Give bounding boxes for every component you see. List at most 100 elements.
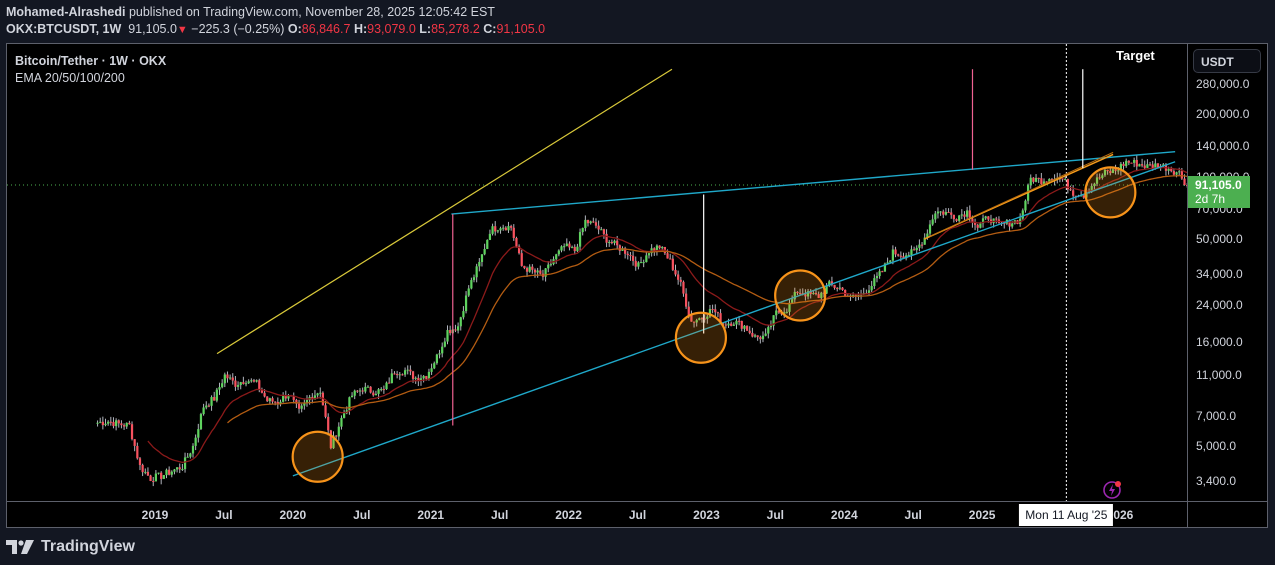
candle-body xyxy=(920,244,924,246)
candle-body xyxy=(695,320,698,323)
candle-body xyxy=(878,271,881,277)
candle-body xyxy=(297,403,301,409)
candle-body xyxy=(806,291,810,297)
candle-body xyxy=(356,390,359,392)
chart-line[interactable] xyxy=(216,68,673,355)
candle-body xyxy=(655,245,659,251)
candle-body xyxy=(107,421,110,424)
candle-body xyxy=(401,374,404,376)
candle-body xyxy=(899,255,902,257)
candle-body xyxy=(764,333,767,336)
candle-body xyxy=(1008,220,1011,227)
candle-body xyxy=(1050,178,1054,181)
price-axis[interactable]: USDT 280,000.0200,000.0140,000.0100,000.… xyxy=(1187,44,1267,501)
candle-body xyxy=(205,405,208,408)
currency-button[interactable]: USDT xyxy=(1193,49,1261,73)
ema-line[interactable] xyxy=(147,166,1201,464)
candle-body xyxy=(1114,169,1117,171)
candle-body xyxy=(592,221,595,223)
candle-body xyxy=(464,295,468,312)
candle-body xyxy=(732,324,735,326)
candle-body xyxy=(973,222,977,225)
candle-body xyxy=(1040,178,1043,185)
chart-line[interactable] xyxy=(292,161,1176,477)
candle-body xyxy=(422,376,425,379)
candle-body xyxy=(165,469,168,476)
candle-body xyxy=(183,457,187,470)
support-circle[interactable] xyxy=(774,269,827,322)
candle-body xyxy=(380,389,383,391)
candle-body xyxy=(624,248,627,254)
chart-plot-area[interactable]: Bitcoin/Tether · 1W · OKX EMA 20/50/100/… xyxy=(7,44,1202,501)
candle-body xyxy=(149,475,152,482)
candle-body xyxy=(1101,175,1104,179)
candle-body xyxy=(756,335,759,338)
tradingview-logo[interactable]: TradingView xyxy=(6,538,135,556)
candle-body xyxy=(1074,195,1077,197)
candle-body xyxy=(122,425,126,427)
candle-body xyxy=(274,401,277,403)
candle-body xyxy=(716,312,720,314)
candle-body xyxy=(1178,171,1181,173)
legend-title[interactable]: Bitcoin/Tether · 1W · OKX xyxy=(15,54,167,68)
candle-body xyxy=(700,318,704,320)
time-tick: Jul xyxy=(353,508,371,522)
down-arrow-icon: ▼ xyxy=(176,24,188,36)
ema-line[interactable] xyxy=(227,174,1201,424)
publish-header: Mohamed-Alrashedi published on TradingVi… xyxy=(6,4,545,39)
time-axis[interactable]: 2019 Jul 2020 Jul 2021 Jul 2022 Jul 2023 Jul 2024 J… xyxy=(7,501,1187,527)
candle-body xyxy=(684,293,688,307)
candle-body xyxy=(565,243,568,247)
candle-body xyxy=(197,429,200,438)
candle-body xyxy=(995,218,998,220)
candle-body xyxy=(1042,181,1046,185)
candle-body xyxy=(1032,177,1035,182)
candle-body xyxy=(133,439,136,446)
low-label: L: xyxy=(419,22,432,36)
candle-body xyxy=(350,395,354,398)
support-circle[interactable] xyxy=(291,430,344,483)
flash-alert-icon[interactable] xyxy=(1102,478,1124,500)
support-circle[interactable] xyxy=(1084,166,1137,219)
candle-body xyxy=(1037,177,1040,179)
time-tick: 2024 xyxy=(830,508,858,522)
candle-body xyxy=(637,262,640,267)
candle-body xyxy=(568,243,571,248)
candle-body xyxy=(942,211,945,215)
candle-body xyxy=(115,420,118,427)
candle-body xyxy=(719,313,722,324)
candle-body xyxy=(1056,178,1059,180)
candle-body xyxy=(231,377,234,381)
candle-body xyxy=(931,219,934,225)
candle-body xyxy=(1061,178,1064,180)
author-name[interactable]: Mohamed-Alrashedi xyxy=(6,5,126,19)
candle-body xyxy=(353,390,356,396)
chart-line[interactable] xyxy=(451,150,1176,215)
legend-indicator[interactable]: EMA 20/50/100/200 xyxy=(15,71,125,85)
candle-body xyxy=(984,216,987,219)
candle-body xyxy=(947,212,950,214)
candle-body xyxy=(605,233,608,243)
candle-body xyxy=(915,247,918,251)
publish-info: published on TradingView.com, November 2… xyxy=(128,5,495,19)
candle-body xyxy=(300,405,303,409)
candle-body xyxy=(282,395,285,402)
candle-body xyxy=(441,346,444,354)
candle-body xyxy=(303,402,306,406)
candle-body xyxy=(266,396,269,402)
support-circle[interactable] xyxy=(674,311,728,364)
candle-body xyxy=(271,398,274,402)
candle-body xyxy=(1151,164,1154,169)
candle-body xyxy=(168,469,171,475)
candle-body xyxy=(785,311,788,313)
time-tick: 2021 xyxy=(417,508,445,522)
candle-body xyxy=(364,386,367,392)
candle-body xyxy=(398,374,401,376)
candlestick-chart[interactable] xyxy=(7,44,1202,501)
candle-body xyxy=(531,266,534,270)
candle-body xyxy=(1156,163,1160,169)
candle-body xyxy=(229,377,232,379)
candle-body xyxy=(194,437,197,446)
candle-body xyxy=(1154,163,1157,169)
candle-body xyxy=(348,397,351,411)
